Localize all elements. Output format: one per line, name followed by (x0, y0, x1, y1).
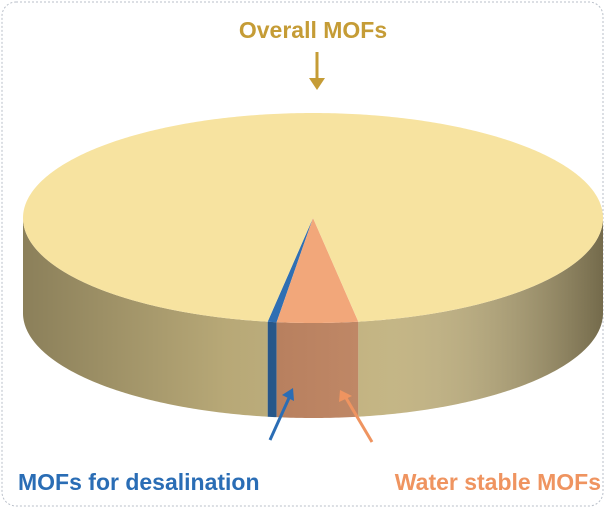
arrow-head (309, 78, 325, 90)
chart-title: Overall MOFs (239, 17, 387, 43)
slice (23, 113, 603, 322)
slice-label: Water stable MOFs (395, 469, 601, 495)
arrow-head (282, 388, 294, 401)
pie (23, 113, 603, 418)
slice (276, 218, 359, 323)
side-shading (23, 218, 603, 418)
slice-label: MOFs for desalination (18, 469, 260, 495)
arrow (268, 397, 291, 441)
arrow-head (339, 390, 352, 402)
slice (267, 218, 313, 323)
arrow (344, 397, 374, 443)
